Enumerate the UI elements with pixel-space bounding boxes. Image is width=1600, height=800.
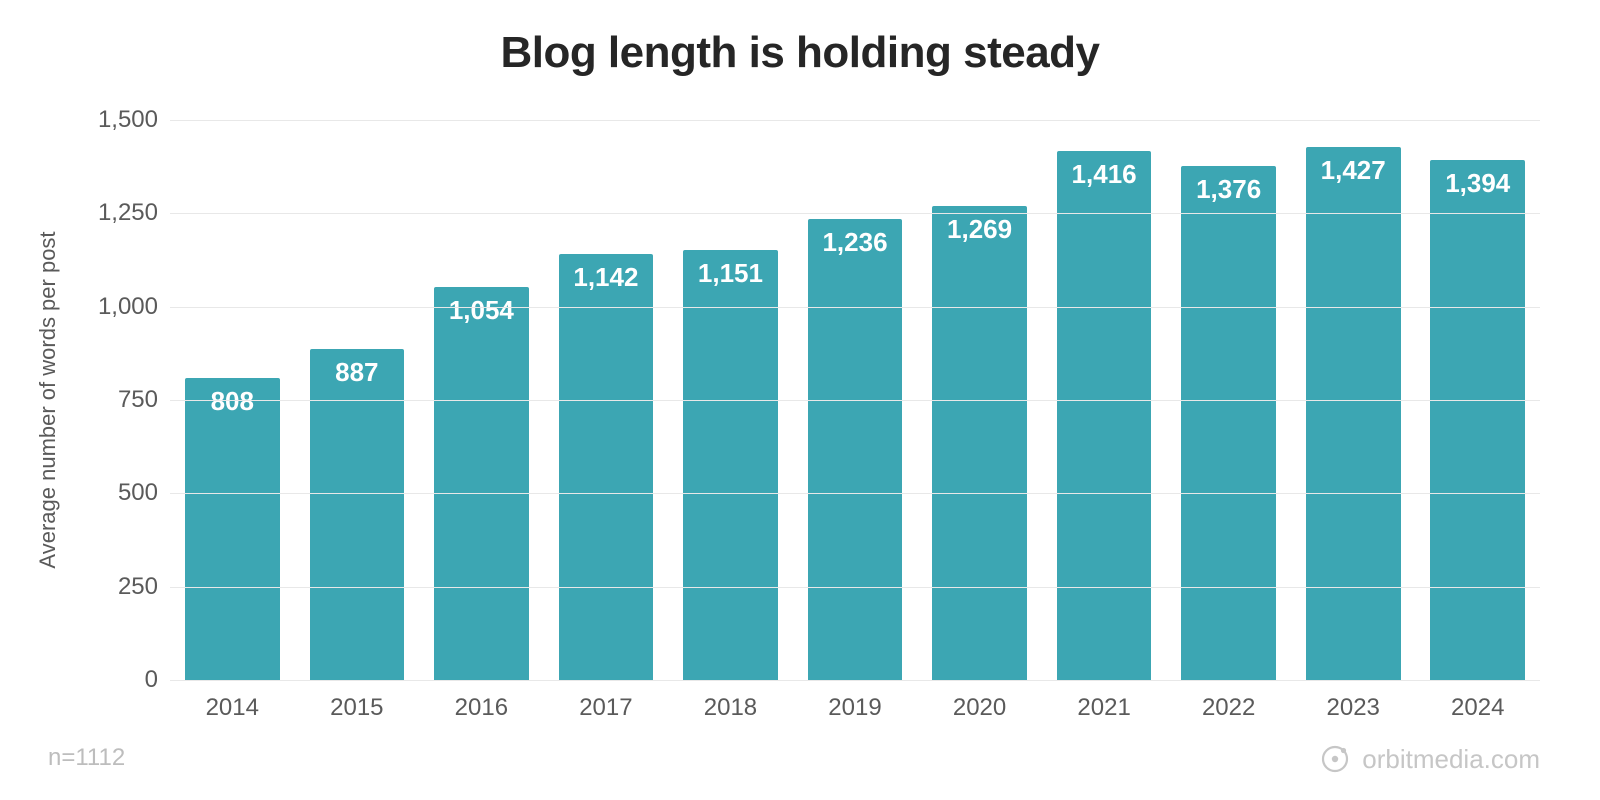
bar-value-label: 1,416 [1072,159,1137,190]
bar: 1,236 [808,219,903,680]
orbitmedia-logo-icon [1318,742,1352,776]
gridline [170,120,1540,121]
bar: 1,054 [434,287,529,680]
gridline [170,307,1540,308]
bar: 1,376 [1181,166,1276,680]
bar: 1,269 [932,206,1027,680]
y-tick-label: 1,000 [98,293,170,321]
y-tick-label: 0 [145,666,170,694]
bar: 808 [185,378,280,680]
sample-size-note: n=1112 [48,744,125,772]
bar: 887 [310,349,405,680]
y-tick-label: 1,250 [98,199,170,227]
bar-value-label: 1,376 [1196,174,1261,205]
bar: 1,394 [1430,160,1525,680]
x-tick-label: 2017 [579,680,632,722]
chart-plot-area: 808201488720151,05420161,14220171,151201… [170,120,1540,680]
gridline [170,680,1540,681]
chart-title: Blog length is holding steady [0,0,1600,78]
x-tick-label: 2022 [1202,680,1255,722]
y-tick-label: 500 [118,479,170,507]
x-tick-label: 2015 [330,680,383,722]
bar-value-label: 1,236 [822,227,887,258]
gridline [170,213,1540,214]
attribution: orbitmedia.com [1318,742,1540,776]
x-tick-label: 2014 [206,680,259,722]
attribution-text: orbitmedia.com [1362,744,1540,775]
bar-value-label: 1,427 [1321,155,1386,186]
gridline [170,493,1540,494]
bar-value-label: 1,151 [698,258,763,289]
x-tick-label: 2023 [1326,680,1379,722]
bar-value-label: 1,269 [947,214,1012,245]
bar: 1,151 [683,250,778,680]
bar-value-label: 808 [211,386,254,417]
bar-value-label: 1,142 [573,262,638,293]
bar: 1,427 [1306,147,1401,680]
x-tick-label: 2019 [828,680,881,722]
bar-value-label: 887 [335,357,378,388]
gridline [170,587,1540,588]
x-tick-label: 2021 [1077,680,1130,722]
gridline [170,400,1540,401]
y-tick-label: 250 [118,573,170,601]
bar: 1,416 [1057,151,1152,680]
bar: 1,142 [559,254,654,680]
x-tick-label: 2020 [953,680,1006,722]
x-tick-label: 2024 [1451,680,1504,722]
y-tick-label: 1,500 [98,106,170,134]
x-tick-label: 2016 [455,680,508,722]
y-tick-label: 750 [118,386,170,414]
bar-value-label: 1,054 [449,295,514,326]
bar-value-label: 1,394 [1445,168,1510,199]
y-axis-label: Average number of words per post [35,231,61,568]
x-tick-label: 2018 [704,680,757,722]
